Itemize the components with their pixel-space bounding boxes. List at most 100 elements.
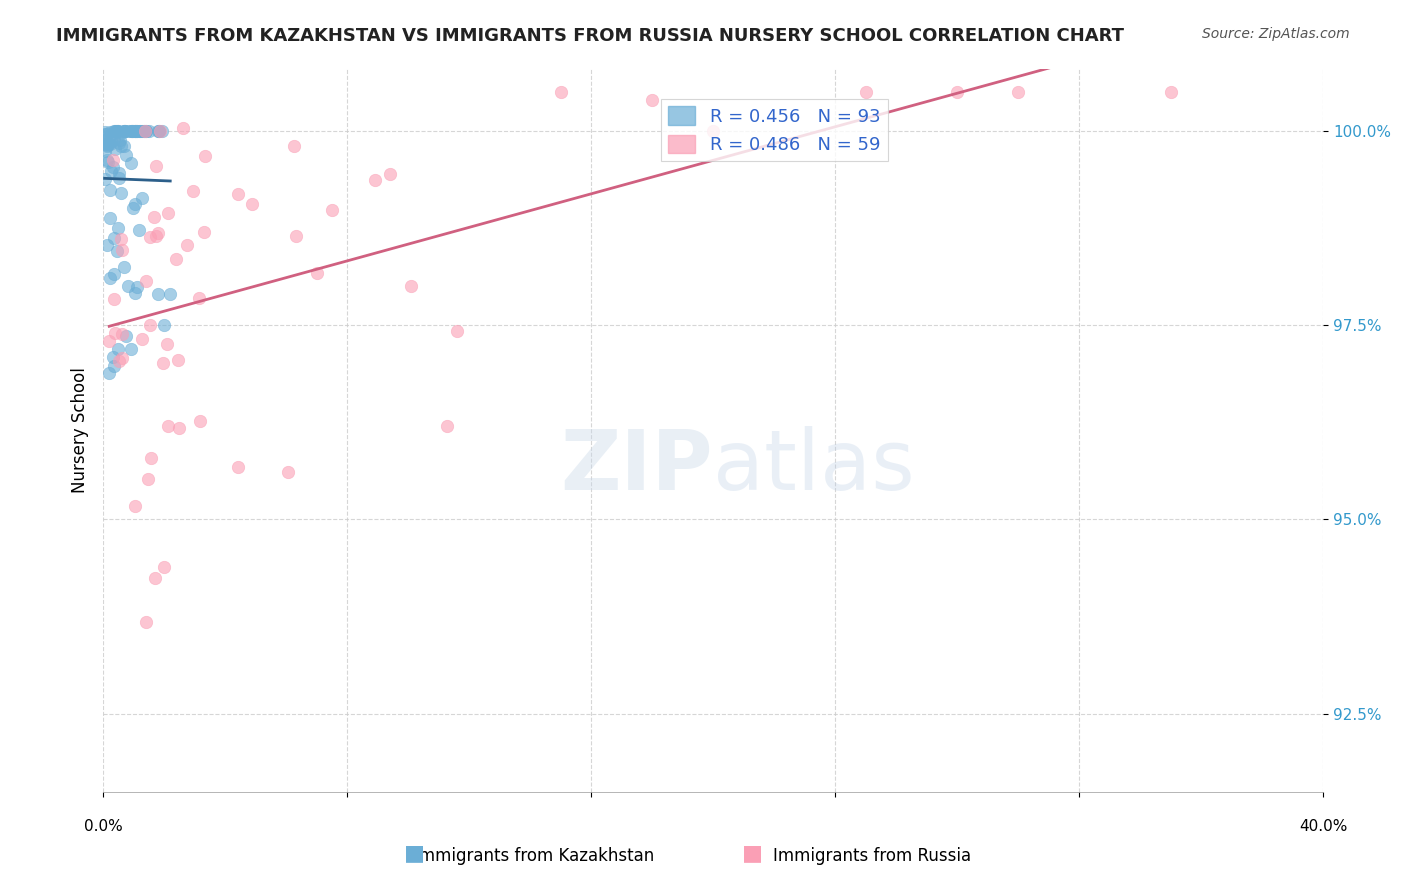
Point bbox=[93, 144, 115, 158]
Point bbox=[93, 171, 115, 186]
Point bbox=[131, 191, 153, 205]
Text: atlas: atlas bbox=[713, 425, 915, 507]
Point bbox=[307, 266, 329, 280]
Point bbox=[114, 124, 136, 138]
Point bbox=[98, 136, 121, 151]
Point bbox=[120, 343, 142, 357]
Point bbox=[114, 124, 136, 138]
Point bbox=[167, 421, 190, 435]
Point bbox=[128, 223, 150, 237]
Point bbox=[283, 139, 305, 153]
Point bbox=[105, 244, 128, 258]
Point bbox=[135, 124, 157, 138]
Point bbox=[93, 125, 115, 139]
Point bbox=[1160, 85, 1182, 99]
Point bbox=[100, 134, 122, 148]
Point bbox=[146, 287, 169, 301]
Point bbox=[132, 124, 155, 138]
Point bbox=[146, 227, 169, 241]
Point bbox=[125, 279, 148, 293]
Point bbox=[103, 267, 125, 281]
Point bbox=[128, 124, 150, 138]
Point bbox=[139, 318, 162, 333]
Point bbox=[124, 197, 146, 211]
Point bbox=[143, 571, 166, 585]
Point bbox=[100, 125, 122, 139]
Point bbox=[401, 279, 423, 293]
Point bbox=[156, 205, 179, 219]
Point bbox=[122, 124, 145, 138]
Point bbox=[138, 124, 160, 138]
Point bbox=[135, 615, 157, 629]
Text: 40.0%: 40.0% bbox=[1299, 819, 1347, 834]
Point bbox=[145, 228, 167, 243]
Legend: R = 0.456   N = 93, R = 0.486   N = 59: R = 0.456 N = 93, R = 0.486 N = 59 bbox=[661, 99, 887, 161]
Point bbox=[124, 124, 146, 138]
Point bbox=[118, 124, 141, 138]
Point bbox=[1007, 85, 1029, 99]
Point bbox=[148, 124, 170, 138]
Point bbox=[141, 451, 163, 466]
Point bbox=[446, 324, 468, 338]
Point bbox=[108, 171, 131, 186]
Point bbox=[103, 124, 125, 138]
Point bbox=[94, 127, 117, 141]
Point bbox=[107, 124, 129, 138]
Point bbox=[98, 334, 121, 348]
Text: 0.0%: 0.0% bbox=[84, 819, 122, 834]
Point bbox=[97, 137, 120, 152]
Point bbox=[152, 356, 174, 370]
Point bbox=[97, 154, 120, 169]
Point bbox=[111, 243, 134, 257]
Point bbox=[136, 472, 159, 486]
Point bbox=[135, 274, 157, 288]
Point bbox=[115, 329, 138, 343]
Text: IMMIGRANTS FROM KAZAKHSTAN VS IMMIGRANTS FROM RUSSIA NURSERY SCHOOL CORRELATION : IMMIGRANTS FROM KAZAKHSTAN VS IMMIGRANTS… bbox=[56, 27, 1125, 45]
Point bbox=[855, 85, 877, 99]
Point bbox=[98, 183, 121, 197]
Point bbox=[104, 124, 127, 138]
Point bbox=[115, 148, 138, 162]
Point bbox=[121, 124, 143, 138]
Point bbox=[139, 230, 162, 244]
Point bbox=[112, 260, 135, 275]
Point bbox=[111, 351, 134, 365]
Point bbox=[103, 132, 125, 146]
Point bbox=[108, 354, 131, 368]
Point bbox=[436, 419, 458, 434]
Point bbox=[112, 124, 135, 138]
Point bbox=[104, 142, 127, 156]
Text: ■: ■ bbox=[742, 844, 762, 863]
Point bbox=[152, 560, 174, 574]
Point bbox=[98, 211, 121, 225]
Point bbox=[96, 153, 118, 167]
Point bbox=[96, 139, 118, 153]
Point bbox=[193, 225, 215, 239]
Point bbox=[188, 414, 211, 428]
Point bbox=[96, 137, 118, 152]
Point bbox=[112, 124, 135, 138]
Text: Source: ZipAtlas.com: Source: ZipAtlas.com bbox=[1202, 27, 1350, 41]
Point bbox=[110, 133, 132, 147]
Point bbox=[101, 160, 124, 174]
Point bbox=[132, 124, 155, 138]
Point bbox=[143, 210, 166, 224]
Point bbox=[125, 124, 148, 138]
Text: Immigrants from Kazakhstan: Immigrants from Kazakhstan bbox=[415, 847, 654, 865]
Point bbox=[110, 232, 132, 246]
Point bbox=[240, 197, 263, 211]
Point bbox=[129, 124, 152, 138]
Y-axis label: Nursery School: Nursery School bbox=[72, 368, 89, 493]
Text: ZIP: ZIP bbox=[561, 425, 713, 507]
Point bbox=[187, 292, 209, 306]
Point bbox=[150, 124, 173, 138]
Point bbox=[103, 292, 125, 306]
Point bbox=[108, 165, 131, 179]
Point bbox=[100, 128, 122, 142]
Point bbox=[124, 124, 146, 138]
Point bbox=[134, 124, 156, 138]
Point bbox=[550, 85, 572, 99]
Point bbox=[108, 136, 131, 150]
Point bbox=[228, 459, 250, 474]
Point bbox=[103, 359, 125, 373]
